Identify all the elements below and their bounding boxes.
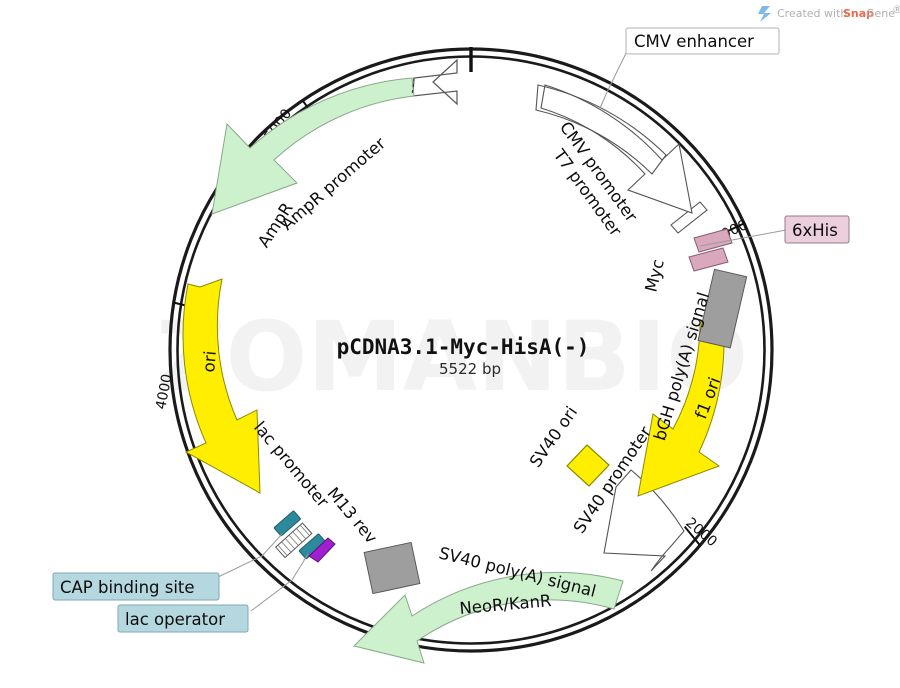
label-ori: ori <box>199 350 220 373</box>
credit-suffix: Gene <box>866 7 895 20</box>
zomanbio-watermark: ZOMANBIO <box>156 301 748 413</box>
plasmid-size: 5522 bp <box>439 360 501 378</box>
feature-ampr[interactable] <box>211 77 415 215</box>
feature-lac-promoter[interactable] <box>274 522 313 559</box>
label-myc: Myc <box>641 257 667 294</box>
feature-f1-ori[interactable] <box>637 318 725 497</box>
feature-6xhis[interactable] <box>693 228 733 253</box>
label-m13-rev: M13 rev <box>323 484 381 548</box>
callout-cmv-enhancer-text: CMV enhancer <box>634 32 754 51</box>
feature-cmv-promoter[interactable] <box>540 84 693 214</box>
callout-6xhis[interactable]: 6xHis <box>699 215 850 247</box>
feature-cmv-enhancer[interactable] <box>535 84 667 175</box>
callout-cap-binding-site[interactable]: CAP binding site <box>52 533 283 601</box>
feature-ori[interactable] <box>182 278 261 494</box>
tick-label-4000: 4000 <box>153 373 175 411</box>
credit-prefix: Created with <box>777 7 847 20</box>
callout-lac-operator-text: lac operator <box>125 610 225 629</box>
callout-lac-operator[interactable]: lac operator <box>117 553 309 633</box>
snapgene-credit: Created with Snap Gene ® <box>758 3 900 22</box>
label-lac-promoter: lac promoter <box>250 418 333 511</box>
feature-myc[interactable] <box>688 247 729 272</box>
credit-registered: ® <box>892 3 900 16</box>
feature-sv40-ori[interactable] <box>566 444 610 487</box>
credit-brand: Snap <box>843 7 874 20</box>
feature-cap-binding-site[interactable] <box>273 510 301 537</box>
feature-sv40-promoter[interactable] <box>603 469 685 572</box>
callout-cmv-enhancer[interactable]: CMV enhancer <box>599 27 780 109</box>
feature-neor-kanr[interactable] <box>353 571 624 664</box>
snapgene-logo-icon <box>758 6 771 22</box>
feature-bgh-polya-signal[interactable] <box>697 268 748 349</box>
feature-m13-rev[interactable] <box>308 537 336 563</box>
callout-cap-binding-site-text: CAP binding site <box>60 578 195 597</box>
feature-ampr-promoter[interactable] <box>412 58 458 106</box>
plasmid-title: pCDNA3.1-Myc-HisA(-) <box>337 335 590 359</box>
callout-6xhis-text: 6xHis <box>792 221 838 240</box>
feature-sv40-polya-signal[interactable] <box>363 541 421 595</box>
